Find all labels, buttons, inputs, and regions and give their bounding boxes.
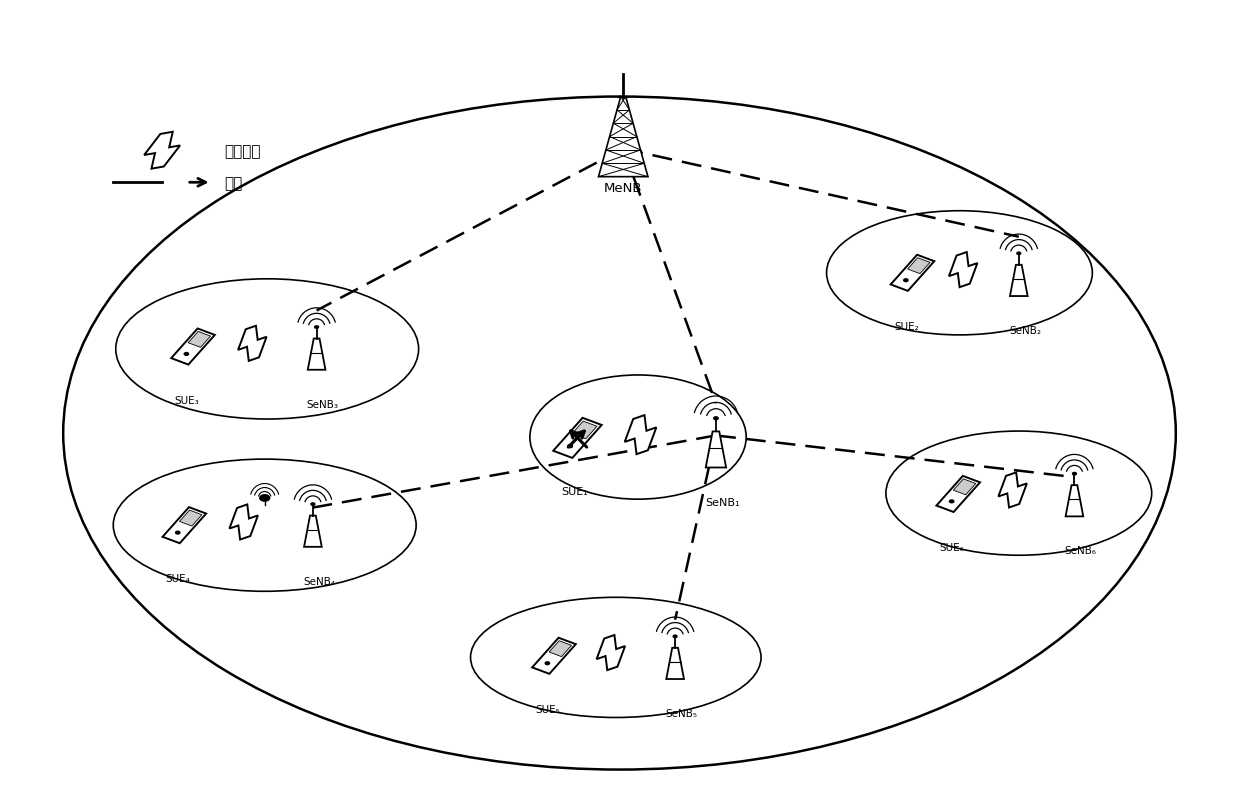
Polygon shape	[937, 476, 980, 512]
Polygon shape	[180, 511, 202, 527]
Text: SeNB₂: SeNB₂	[1009, 325, 1041, 336]
Circle shape	[315, 326, 318, 329]
Polygon shape	[144, 132, 180, 169]
Polygon shape	[549, 641, 571, 657]
Text: SUE₅: SUE₅	[535, 704, 560, 714]
Circle shape	[185, 353, 188, 356]
Polygon shape	[949, 253, 978, 287]
Polygon shape	[891, 255, 934, 291]
Text: SeNB₃: SeNB₃	[307, 399, 338, 409]
Circle shape	[714, 418, 719, 420]
Text: 有用信号: 有用信号	[224, 144, 260, 158]
Circle shape	[673, 635, 676, 638]
Polygon shape	[238, 326, 266, 361]
Circle shape	[1073, 473, 1077, 475]
Polygon shape	[908, 259, 930, 275]
Polygon shape	[1010, 266, 1027, 296]
Text: SUE₁: SUE₁	[561, 487, 589, 496]
Polygon shape	[953, 479, 976, 495]
Circle shape	[260, 495, 270, 502]
Polygon shape	[572, 422, 597, 439]
Text: 干扰: 干扰	[224, 176, 242, 190]
Polygon shape	[307, 339, 326, 370]
Text: SeNB₁: SeNB₁	[705, 498, 740, 507]
Polygon shape	[624, 416, 657, 454]
Circle shape	[311, 503, 315, 506]
Text: MeNB: MeNB	[603, 181, 643, 194]
Text: SeNB₄: SeNB₄	[304, 576, 336, 586]
Text: SUE₃: SUE₃	[175, 395, 199, 405]
Text: SUE₄: SUE₄	[166, 573, 191, 584]
Circle shape	[545, 662, 550, 665]
Polygon shape	[304, 516, 322, 547]
Polygon shape	[706, 432, 726, 468]
Circle shape	[176, 532, 180, 534]
Text: SUE₆: SUE₆	[939, 542, 964, 552]
Text: SeNB₆: SeNB₆	[1064, 545, 1097, 556]
Polygon shape	[554, 418, 602, 459]
Text: SUE₂: SUE₂	[893, 321, 918, 332]
Circle shape	[903, 279, 908, 283]
Polygon shape	[171, 329, 214, 365]
Polygon shape	[533, 638, 576, 674]
Polygon shape	[188, 332, 211, 348]
Polygon shape	[598, 97, 648, 177]
Circle shape	[567, 445, 572, 448]
Polygon shape	[999, 473, 1027, 507]
Text: SeNB₅: SeNB₅	[665, 708, 698, 718]
Polygon shape	[667, 648, 684, 679]
Circle shape	[949, 500, 954, 503]
Polygon shape	[162, 507, 206, 544]
Polygon shape	[597, 635, 626, 671]
Polygon shape	[229, 505, 258, 540]
Polygon shape	[1066, 486, 1083, 517]
Circle shape	[1017, 253, 1021, 255]
